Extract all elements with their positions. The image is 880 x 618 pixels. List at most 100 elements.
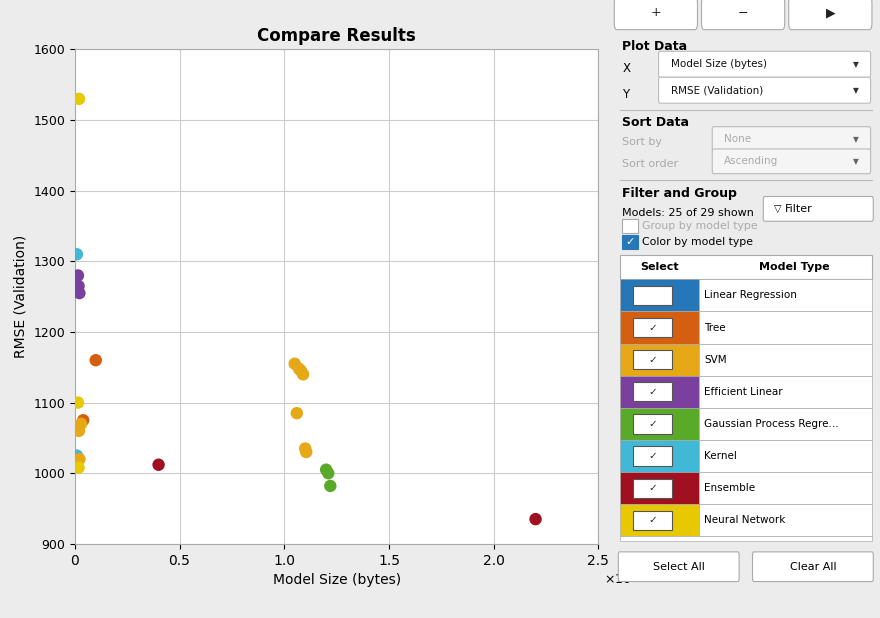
Bar	[620, 408, 699, 440]
Point	[71, 271, 85, 281]
Bar	[699, 279, 872, 311]
Point	[151, 460, 165, 470]
Text: Tree: Tree	[704, 323, 726, 332]
Bar	[633, 478, 672, 498]
Text: Clear All: Clear All	[789, 562, 836, 572]
Text: Ensemble: Ensemble	[704, 483, 755, 493]
Point	[72, 288, 86, 298]
Bar	[699, 344, 872, 376]
Text: Filter and Group: Filter and Group	[622, 187, 737, 200]
Bar	[620, 376, 699, 408]
Point	[323, 481, 337, 491]
Point	[71, 397, 85, 407]
Point	[72, 94, 86, 104]
Bar	[620, 536, 872, 541]
Text: ▶: ▶	[825, 6, 835, 20]
Bar	[633, 318, 672, 337]
Text: Models: 25 of 29 shown: Models: 25 of 29 shown	[622, 208, 754, 218]
Bar	[633, 510, 672, 530]
Point	[319, 465, 334, 475]
Text: RMSE (Validation): RMSE (Validation)	[671, 85, 763, 95]
Text: ▼: ▼	[853, 135, 859, 143]
Text: Select All: Select All	[653, 562, 705, 572]
Y-axis label: RMSE (Validation): RMSE (Validation)	[14, 235, 27, 358]
FancyBboxPatch shape	[701, 0, 785, 30]
Text: ▼: ▼	[853, 157, 859, 166]
Point	[70, 249, 84, 259]
Text: Y: Y	[622, 88, 629, 101]
Text: Neural Network: Neural Network	[704, 515, 786, 525]
Point	[294, 366, 308, 376]
Bar	[633, 446, 672, 466]
Bar	[633, 286, 672, 305]
FancyBboxPatch shape	[788, 0, 872, 30]
Text: Select: Select	[641, 262, 679, 272]
Text: Sort Data: Sort Data	[622, 116, 689, 129]
Text: None: None	[724, 134, 752, 144]
Bar	[699, 504, 872, 536]
Point	[292, 364, 306, 374]
Point	[299, 447, 313, 457]
Bar	[620, 472, 699, 504]
FancyBboxPatch shape	[752, 552, 873, 582]
Bar	[620, 344, 699, 376]
FancyBboxPatch shape	[614, 0, 698, 30]
Text: ✓: ✓	[649, 515, 656, 525]
Text: Sort order: Sort order	[622, 159, 678, 169]
Bar	[622, 235, 639, 249]
Title: Compare Results: Compare Results	[257, 27, 416, 45]
Bar	[622, 219, 639, 233]
Bar	[699, 472, 872, 504]
Bar	[633, 350, 672, 370]
Text: ▼: ▼	[853, 86, 859, 95]
Text: ✓: ✓	[626, 237, 635, 247]
Text: −: −	[737, 6, 748, 20]
Text: $\times10^6$: $\times10^6$	[604, 571, 637, 588]
Point	[71, 281, 85, 291]
Bar	[699, 408, 872, 440]
Text: ▼: ▼	[853, 60, 859, 69]
Text: Filter: Filter	[785, 204, 812, 214]
Bar	[633, 382, 672, 402]
Text: Ascending: Ascending	[724, 156, 779, 166]
FancyBboxPatch shape	[712, 149, 870, 174]
FancyBboxPatch shape	[712, 127, 870, 151]
Text: Plot Data: Plot Data	[622, 40, 687, 53]
Text: Color by model type: Color by model type	[642, 237, 753, 247]
Bar	[699, 311, 872, 344]
Bar	[633, 414, 672, 434]
Point	[529, 514, 543, 524]
Point	[72, 454, 86, 464]
Text: SVM: SVM	[704, 355, 727, 365]
FancyBboxPatch shape	[619, 552, 739, 582]
X-axis label: Model Size (bytes): Model Size (bytes)	[273, 573, 400, 587]
Text: Model Size (bytes): Model Size (bytes)	[671, 59, 766, 69]
Text: Gaussian Process Regre...: Gaussian Process Regre...	[704, 419, 839, 429]
Text: ✓: ✓	[649, 451, 656, 461]
Bar	[699, 440, 872, 472]
Bar	[620, 279, 699, 311]
Point	[71, 463, 85, 473]
Text: ✓: ✓	[649, 323, 656, 332]
Text: ✓: ✓	[649, 419, 656, 429]
FancyBboxPatch shape	[763, 197, 873, 221]
Bar	[699, 376, 872, 408]
Text: ▽: ▽	[774, 204, 781, 214]
Point	[296, 370, 310, 379]
Text: Model Type: Model Type	[759, 262, 830, 272]
Text: ✓: ✓	[649, 387, 656, 397]
Text: X: X	[622, 62, 630, 75]
Text: Linear Regression: Linear Regression	[704, 290, 797, 300]
Bar	[620, 440, 699, 472]
FancyBboxPatch shape	[658, 77, 870, 103]
Text: Group by model type: Group by model type	[642, 221, 758, 231]
Bar	[620, 255, 872, 279]
Point	[70, 451, 84, 460]
Text: Kernel: Kernel	[704, 451, 737, 461]
Bar	[620, 311, 699, 344]
Text: ✓: ✓	[649, 483, 656, 493]
Point	[321, 468, 335, 478]
Point	[72, 426, 86, 436]
Text: +: +	[650, 6, 661, 20]
Point	[89, 355, 103, 365]
